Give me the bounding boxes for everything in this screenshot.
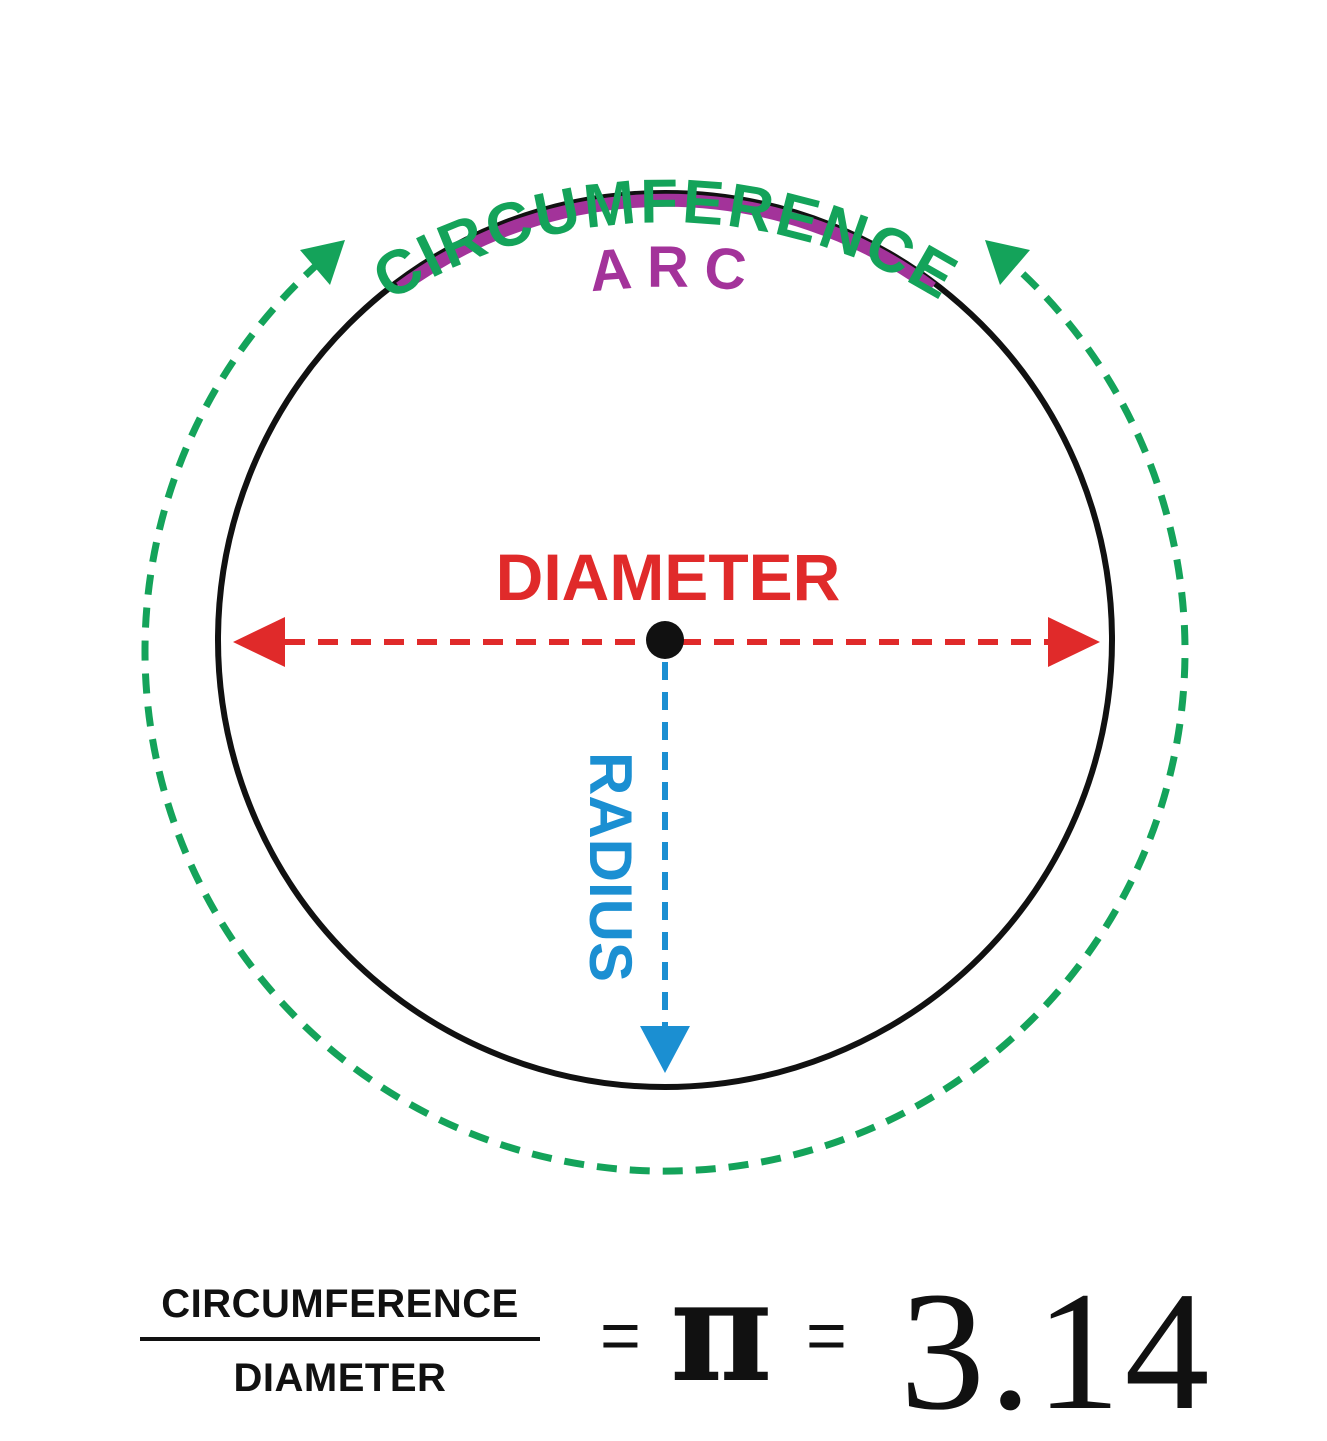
circumference-dashed-arc — [141, 259, 1189, 1175]
center-point — [646, 621, 684, 659]
arc-segment — [396, 193, 936, 294]
circumference-arrowhead-left — [300, 240, 345, 285]
diameter-arrowhead-right — [1048, 617, 1100, 667]
radius-label: RADIUS — [577, 752, 644, 982]
radius-arrowhead — [640, 1026, 690, 1073]
diameter-label: DIAMETER — [496, 540, 841, 614]
main-circle — [215, 190, 1115, 1090]
diameter-arrowhead-left — [233, 617, 285, 667]
arc-label: ARC — [587, 235, 763, 304]
arc-label-path: ARC — [587, 235, 749, 304]
circumference-arrowhead-right — [985, 240, 1030, 285]
